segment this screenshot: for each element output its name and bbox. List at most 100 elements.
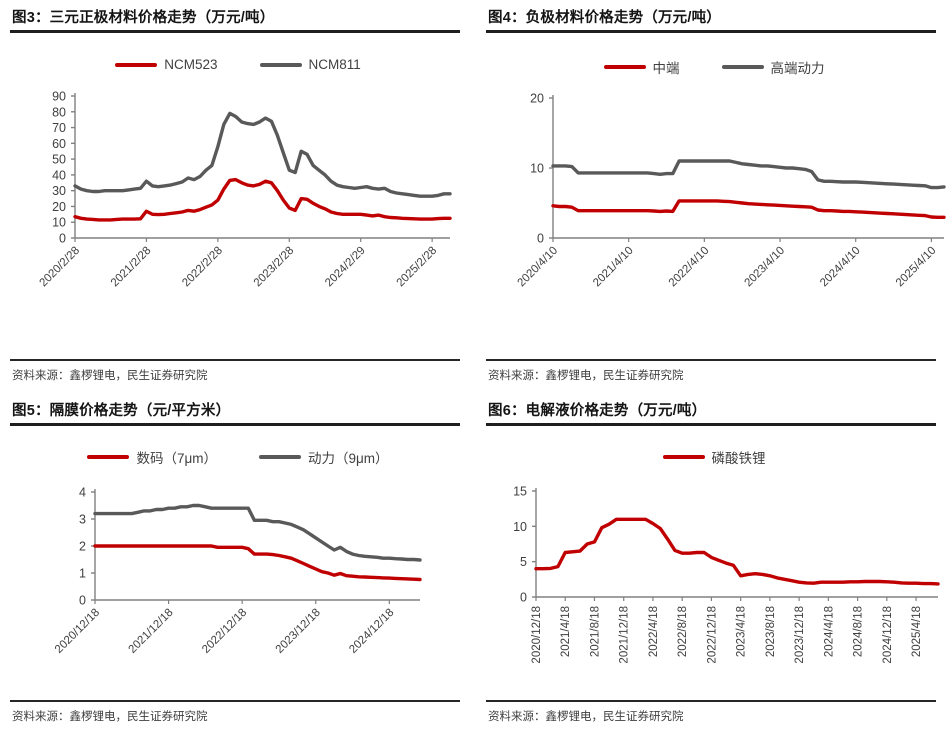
x-tick-label: 2020/12/18 xyxy=(53,607,102,656)
legend-label: NCM523 xyxy=(164,57,218,72)
y-tick-label: 0 xyxy=(537,232,544,246)
figure6-source-divider xyxy=(486,700,936,702)
x-tick-label: 2024/12/18 xyxy=(882,606,894,664)
figure5-source-note: 资料来源：鑫椤锂电，民生证券研究院 xyxy=(12,711,208,723)
figure3-title: 图3：三元正极材料价格走势（万元/吨） xyxy=(12,10,275,26)
y-axis-ticks: 0 10 20 xyxy=(530,92,553,246)
y-axis-ticks: 0 5 10 15 xyxy=(513,485,536,605)
figure4-panel: 图4：负极材料价格走势（万元/吨） 中端 高端动力 0 10 20 2020/4/10 2… xyxy=(476,0,952,395)
y-tick-label: 70 xyxy=(52,121,66,135)
figure4-title: 图4：负极材料价格走势（万元/吨） xyxy=(488,10,721,26)
y-tick-label: 20 xyxy=(530,92,544,106)
figure6-source-note: 资料来源：鑫椤锂电，民生证券研究院 xyxy=(488,711,684,723)
y-tick-label: 4 xyxy=(79,486,86,500)
y-tick-label: 10 xyxy=(52,216,66,230)
x-axis-ticks: 2020/4/10 2021/4/10 2022/4/10 2023/4/10 2024… xyxy=(515,238,939,290)
figure5-title: 图5：隔膜价格走势（元/平方米） xyxy=(12,403,231,419)
figure4-title-underline xyxy=(486,30,936,33)
x-tick-label: 2025/4/18 xyxy=(911,606,923,657)
legend-line-swatch xyxy=(259,62,302,67)
figure4-line-chart: 0 10 20 2020/4/10 2021/4/10 2022/4/10 2023/4/1… xyxy=(515,92,946,290)
series-line-NCM811 xyxy=(73,111,452,198)
x-tick-label: 2022/4/10 xyxy=(667,245,712,290)
legend-label: 数码（7μm） xyxy=(136,451,217,466)
figure6-line-chart: 0 5 10 15 2020/12/18 2021/4/18 2021/8/18 2021/1… xyxy=(513,485,940,664)
x-tick-label: 2021/4/18 xyxy=(560,606,572,657)
x-tick-label: 2023/12/18 xyxy=(274,607,323,656)
legend-item: 动力（9μm） xyxy=(259,447,389,467)
legend-line-swatch xyxy=(603,65,646,69)
y-tick-label: 20 xyxy=(52,200,66,214)
y-tick-label: 15 xyxy=(513,485,527,499)
y-tick-label: 0 xyxy=(79,594,86,608)
figure3-title-underline xyxy=(10,30,460,33)
y-axis-ticks: 0 1 2 3 4 xyxy=(79,486,95,608)
figure3-source-note: 资料来源：鑫椤锂电，民生证券研究院 xyxy=(12,370,208,382)
legend-line-swatch xyxy=(259,455,301,459)
figure5-panel: 图5：隔膜价格走势（元/平方米） 数码（7μm） 动力（9μm） 0 1 2 3 4 202… xyxy=(0,395,476,734)
figure4-source-divider xyxy=(486,359,936,361)
figure5-title-underline xyxy=(10,423,460,426)
x-axis-ticks: 2020/2/28 2021/2/28 2022/2/28 2023/2/28 2024… xyxy=(37,238,439,289)
x-tick-label: 2022/8/18 xyxy=(677,606,689,657)
x-axis-ticks: 2020/12/18 2021/12/18 2022/12/18 2023/12/18… xyxy=(53,600,396,656)
series-line-磷酸铁锂 xyxy=(534,517,940,586)
x-tick-label: 2021/12/18 xyxy=(619,606,631,664)
figure5-source-divider xyxy=(10,700,460,702)
legend-label: NCM811 xyxy=(308,57,361,72)
figure6-legend: 磷酸铁锂 xyxy=(476,447,952,467)
legend-item: 磷酸铁锂 xyxy=(662,447,766,467)
y-tick-label: 0 xyxy=(59,232,66,246)
legend-item: 中端 xyxy=(603,57,680,77)
figure4-source-note: 资料来源：鑫椤锂电，民生证券研究院 xyxy=(488,370,684,382)
legend-item: NCM811 xyxy=(259,57,361,72)
y-tick-label: 30 xyxy=(52,184,66,198)
x-tick-label: 2022/12/18 xyxy=(200,607,249,656)
x-tick-label: 2021/8/18 xyxy=(589,606,601,657)
legend-line-swatch xyxy=(87,455,130,459)
x-tick-label: 2020/12/18 xyxy=(531,606,543,664)
y-tick-label: 2 xyxy=(79,540,86,554)
x-tick-label: 2020/4/10 xyxy=(515,245,560,290)
y-tick-label: 80 xyxy=(52,105,66,119)
x-tick-label: 2023/4/10 xyxy=(742,245,787,290)
x-tick-label: 2022/12/18 xyxy=(706,606,718,664)
figure4-legend: 中端 高端动力 xyxy=(476,57,952,77)
y-tick-label: 10 xyxy=(513,520,527,534)
legend-item: 高端动力 xyxy=(721,57,825,77)
x-tick-label: 2021/2/28 xyxy=(109,245,154,290)
y-tick-label: 10 xyxy=(530,162,544,176)
legend-item: NCM523 xyxy=(115,57,218,72)
x-tick-label: 2024/4/18 xyxy=(823,606,835,657)
x-tick-label: 2022/4/18 xyxy=(648,606,660,657)
figure5-line-chart: 0 1 2 3 4 2020/12/18 2021/12/18 2022/12/18 2023/… xyxy=(53,486,422,656)
figure5-legend: 数码（7μm） 动力（9μm） xyxy=(0,447,476,467)
y-tick-label: 3 xyxy=(79,513,86,527)
figure6-panel: 图6：电解液价格走势（万元/吨） 磷酸铁锂 0 5 10 15 2020/12/18 20… xyxy=(476,395,952,734)
legend-label: 高端动力 xyxy=(770,61,825,76)
legend-label: 动力（9μm） xyxy=(308,451,389,466)
series-line-NCM523 xyxy=(73,177,452,222)
figure3-panel: 图3：三元正极材料价格走势（万元/吨） NCM523 NCM811 0 10 20 30… xyxy=(0,0,476,395)
y-tick-label: 5 xyxy=(520,555,527,569)
x-tick-label: 2024/8/18 xyxy=(853,606,865,657)
figure6-title: 图6：电解液价格走势（万元/吨） xyxy=(488,403,707,419)
x-tick-label: 2021/4/10 xyxy=(591,245,636,290)
x-tick-label: 2023/12/18 xyxy=(794,606,806,664)
x-tick-label: 2023/8/18 xyxy=(765,606,777,657)
figure3-legend: NCM523 NCM811 xyxy=(0,57,476,72)
figure6-title-underline xyxy=(486,423,936,426)
x-axis-ticks: 2020/12/18 2021/4/18 2021/8/18 2021/12/18 20… xyxy=(531,597,923,664)
y-tick-label: 60 xyxy=(52,137,66,151)
y-tick-label: 1 xyxy=(79,567,86,581)
x-tick-label: 2024/12/18 xyxy=(347,607,396,656)
x-tick-label: 2023/2/28 xyxy=(252,245,297,290)
series-line-动力（9μm） xyxy=(93,503,422,562)
x-tick-label: 2024/4/10 xyxy=(818,245,863,290)
x-tick-label: 2020/2/28 xyxy=(37,245,82,290)
x-tick-label: 2021/12/18 xyxy=(127,607,176,656)
series-line-数码（7μm） xyxy=(93,544,422,582)
